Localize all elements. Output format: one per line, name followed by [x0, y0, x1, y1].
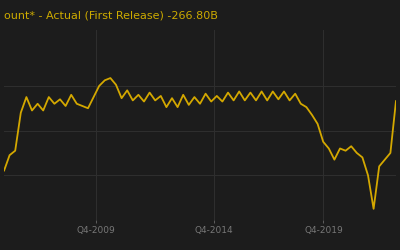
Text: ount* - Actual (First Release) -266.80B: ount* - Actual (First Release) -266.80B [4, 10, 218, 20]
